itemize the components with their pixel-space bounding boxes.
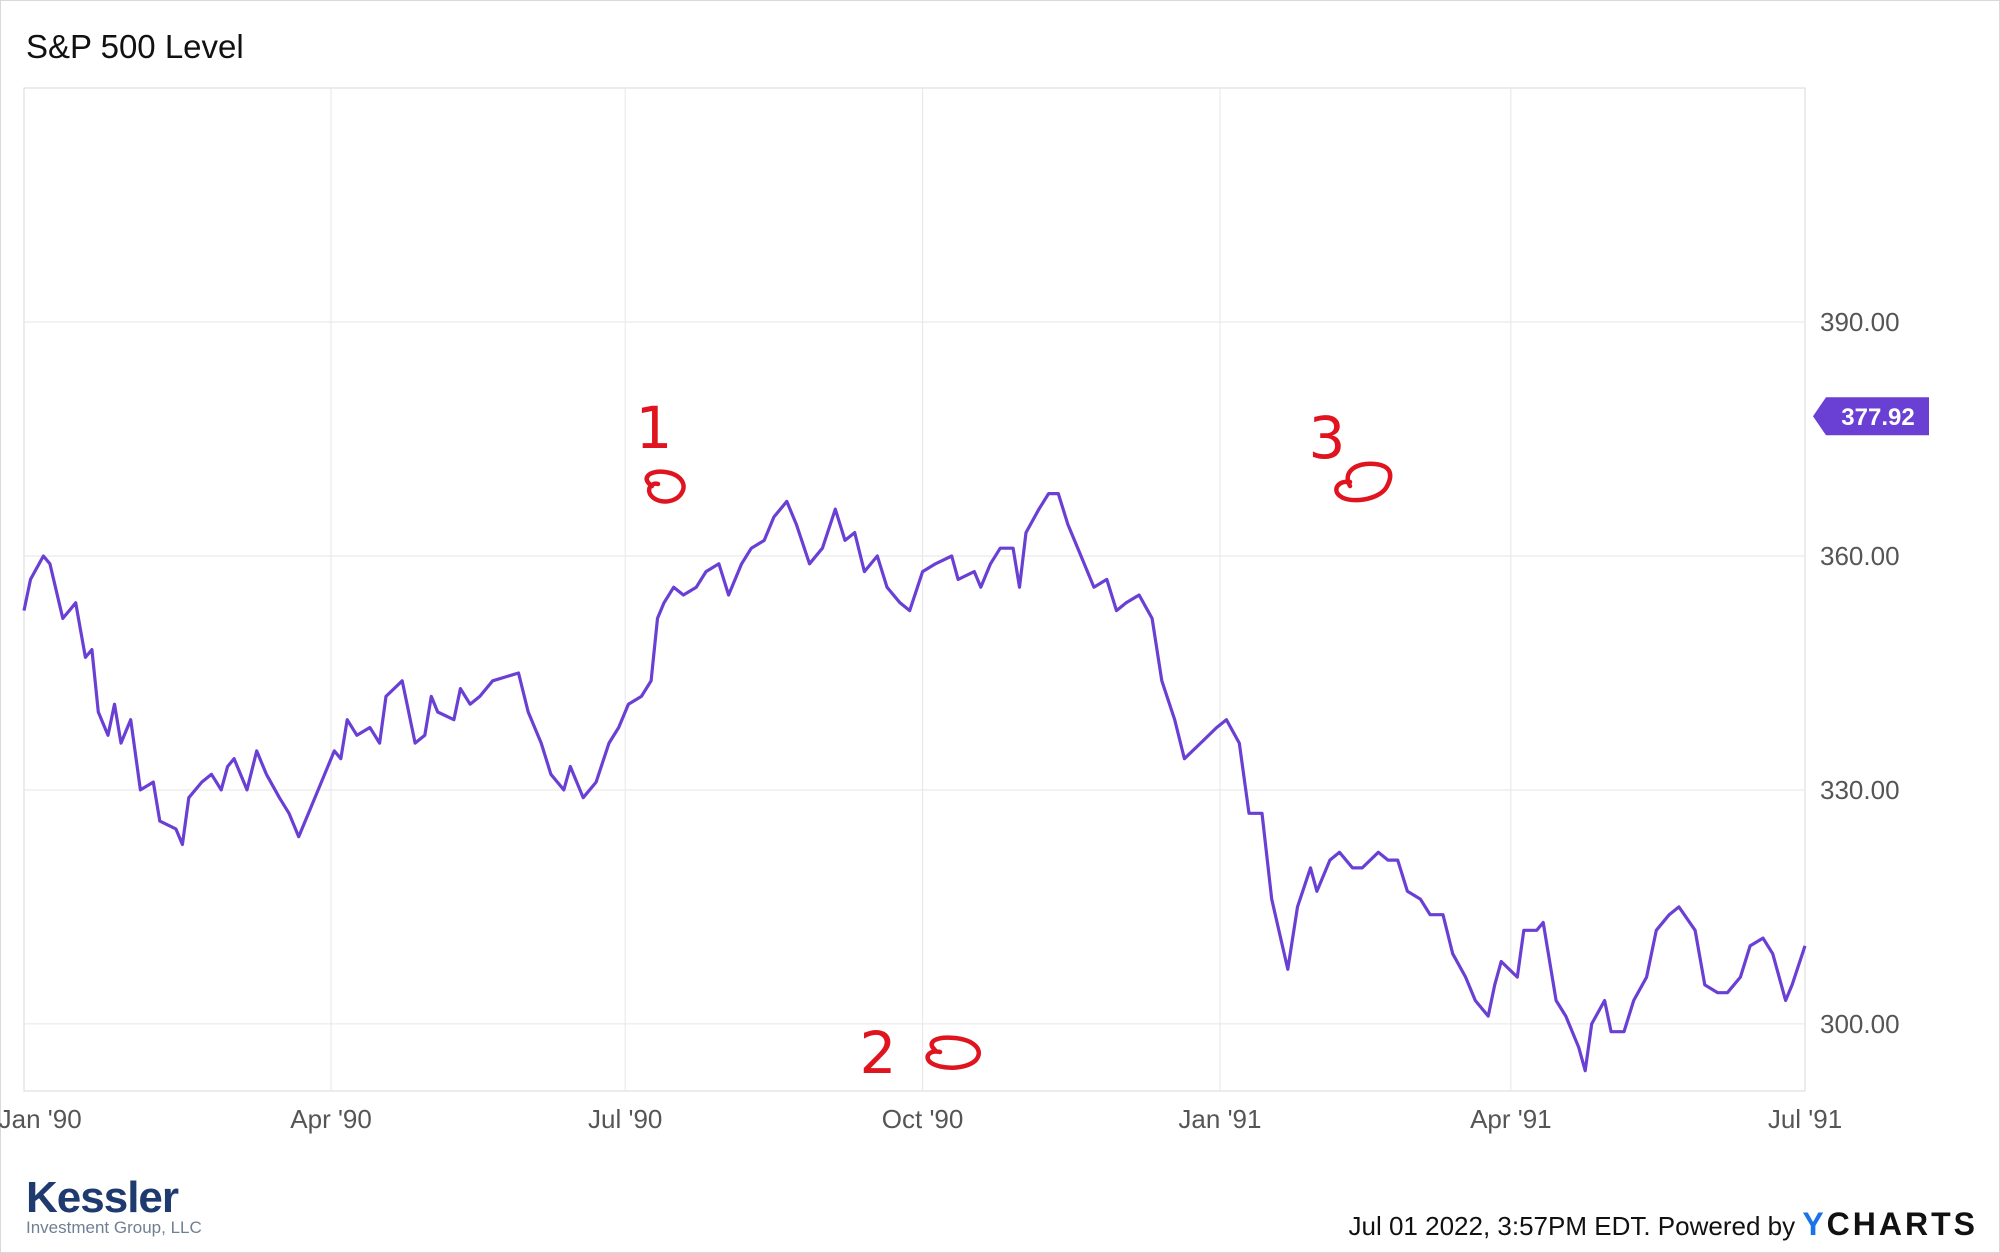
plot-border (23, 87, 1806, 1092)
brand-logo: Kessler Investment Group, LLC (26, 1176, 202, 1238)
y-tick-label: 390.00 (1820, 307, 1900, 337)
series-line (22, 492, 1807, 1073)
x-tick-label: Jul '90 (588, 1104, 662, 1134)
footer-credit: Jul 01 2022, 3:57PM EDT. Powered by YCHA… (1349, 1206, 1978, 1243)
chart-title: S&P 500 Level (26, 28, 244, 65)
x-tick-label: Jan '90 (0, 1104, 82, 1134)
x-axis-ticks: Jan '90 Apr '90 Jul '90 Oct '90 Jan '91 Apr '… (0, 1104, 1842, 1134)
hand-annotations: 1 2 3 (636, 394, 1393, 1087)
footer-timestamp: Jul 01 2022, 3:57PM EDT. Powered by (1348, 1211, 1803, 1241)
last-value-text: 377.92 (1841, 404, 1914, 431)
ycharts-logo[interactable]: YCHARTS (1802, 1206, 1978, 1242)
brand-subtitle: Investment Group, LLC (26, 1218, 202, 1237)
x-tick-label: Oct '90 (882, 1104, 964, 1134)
annotation-number: 2 (860, 1019, 897, 1087)
ycharts-logo-y: Y (1802, 1206, 1827, 1242)
x-tick-label: Apr '90 (290, 1104, 372, 1134)
last-value-badge-bg (1813, 397, 1929, 436)
annotation-number: 1 (636, 394, 673, 462)
grid (23, 87, 1806, 1092)
y-tick-label: 300.00 (1820, 1009, 1900, 1039)
x-tick-label: Jul '91 (1768, 1104, 1842, 1134)
y-tick-label: 360.00 (1820, 541, 1900, 571)
annotation-number: 3 (1309, 404, 1346, 472)
x-tick-label: Apr '91 (1470, 1104, 1552, 1134)
annotation-circle (644, 469, 686, 504)
y-tick-label: 330.00 (1820, 775, 1900, 805)
x-tick-label: Jan '91 (1178, 1104, 1261, 1134)
brand-name: Kessler (26, 1173, 179, 1222)
last-value-badge: 377.92 (1813, 397, 1929, 436)
ycharts-logo-text: CHARTS (1826, 1206, 1978, 1242)
annotation-circle (925, 1035, 981, 1070)
y-axis-ticks: 300.00 330.00 360.00 390.00 (1820, 307, 1900, 1039)
annotation-circle (1334, 461, 1393, 503)
